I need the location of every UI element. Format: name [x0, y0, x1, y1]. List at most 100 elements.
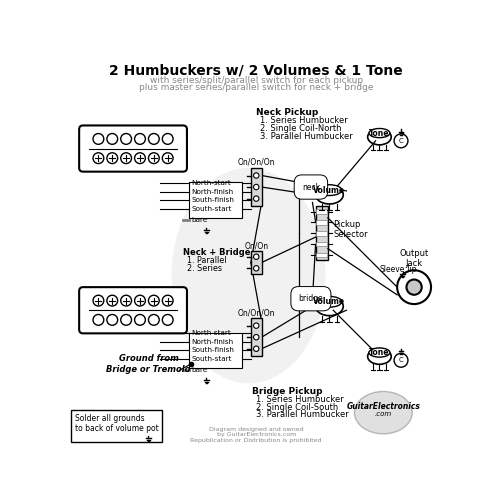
Text: bare: bare	[192, 368, 208, 374]
Circle shape	[120, 134, 132, 144]
Text: by GuitarElectronics.com: by GuitarElectronics.com	[216, 432, 296, 438]
Circle shape	[148, 153, 159, 164]
Circle shape	[254, 346, 259, 352]
Text: Neck + Bridge: Neck + Bridge	[183, 248, 250, 257]
Text: On/On: On/On	[244, 242, 268, 251]
Text: with series/split/parallel switch for each pickup: with series/split/parallel switch for ea…	[150, 76, 363, 84]
FancyBboxPatch shape	[79, 287, 187, 334]
Circle shape	[120, 153, 132, 164]
Circle shape	[134, 314, 145, 326]
Circle shape	[162, 153, 173, 164]
Text: South-start: South-start	[192, 356, 232, 362]
Text: 2. Single Coil-South: 2. Single Coil-South	[256, 403, 338, 412]
Text: 1. Series Humbucker: 1. Series Humbucker	[260, 116, 348, 126]
Circle shape	[254, 184, 259, 190]
Text: North-start: North-start	[192, 180, 232, 186]
Circle shape	[148, 295, 159, 306]
Bar	[72, 410, 162, 442]
Circle shape	[107, 153, 118, 164]
Bar	[251, 251, 262, 274]
Text: 1. Parallel: 1. Parallel	[187, 256, 226, 266]
Circle shape	[134, 134, 145, 144]
Bar	[316, 231, 327, 235]
Ellipse shape	[317, 184, 342, 196]
Ellipse shape	[316, 297, 344, 316]
Circle shape	[107, 295, 118, 306]
Text: C: C	[398, 358, 404, 364]
Text: .com: .com	[374, 411, 392, 417]
Text: bare: bare	[192, 217, 208, 223]
Bar	[316, 206, 328, 260]
Text: 2. Series: 2. Series	[187, 264, 222, 273]
Circle shape	[120, 314, 132, 326]
Text: C: C	[398, 138, 404, 144]
Bar	[316, 210, 327, 214]
Circle shape	[254, 196, 259, 202]
Ellipse shape	[316, 186, 344, 204]
Ellipse shape	[317, 296, 342, 307]
Circle shape	[148, 134, 159, 144]
Text: GuitarElectronics: GuitarElectronics	[346, 402, 420, 411]
Circle shape	[162, 295, 173, 306]
Circle shape	[254, 266, 259, 271]
Text: Tone: Tone	[369, 128, 390, 138]
Text: Bridge Pickup: Bridge Pickup	[252, 386, 323, 396]
Text: Tip: Tip	[406, 265, 418, 274]
Text: Diagram designed and owned: Diagram designed and owned	[209, 427, 304, 432]
Circle shape	[93, 153, 104, 164]
Text: Republication or Distribution is prohibited: Republication or Distribution is prohibi…	[190, 438, 322, 443]
Circle shape	[254, 254, 259, 260]
Ellipse shape	[369, 128, 390, 138]
Text: Tone: Tone	[369, 348, 390, 357]
Text: Volume: Volume	[314, 186, 346, 194]
Bar	[316, 242, 327, 246]
Text: bridge: bridge	[298, 294, 324, 303]
Text: plus master series/parallel switch for neck + bridge: plus master series/parallel switch for n…	[139, 83, 374, 92]
Bar	[251, 168, 262, 206]
Circle shape	[107, 134, 118, 144]
Ellipse shape	[172, 168, 326, 384]
Text: Pickup
Selector: Pickup Selector	[333, 220, 368, 239]
Bar	[251, 318, 262, 356]
Circle shape	[162, 134, 173, 144]
Circle shape	[254, 334, 259, 340]
Circle shape	[134, 153, 145, 164]
Text: On/On/On: On/On/On	[238, 158, 275, 167]
Text: South-start: South-start	[192, 206, 232, 212]
Circle shape	[107, 314, 118, 326]
Bar	[190, 332, 242, 368]
Circle shape	[394, 134, 408, 148]
Text: Ground from
Bridge or Tremolo: Ground from Bridge or Tremolo	[106, 354, 190, 374]
Text: Solder all grounds
to back of volume pot: Solder all grounds to back of volume pot	[76, 414, 159, 433]
Text: 2 Humbuckers w/ 2 Volumes & 1 Tone: 2 Humbuckers w/ 2 Volumes & 1 Tone	[110, 63, 403, 77]
Text: On/On/On: On/On/On	[238, 308, 275, 317]
Circle shape	[93, 134, 104, 144]
Text: North-finish: North-finish	[192, 339, 234, 345]
Ellipse shape	[368, 129, 391, 145]
Text: 3. Parallel Humbucker: 3. Parallel Humbucker	[256, 410, 349, 420]
Circle shape	[254, 173, 259, 178]
Text: 1. Series Humbucker: 1. Series Humbucker	[256, 395, 344, 404]
Text: 3. Parallel Humbucker: 3. Parallel Humbucker	[260, 132, 353, 140]
Circle shape	[162, 314, 173, 326]
Text: North-finish: North-finish	[192, 188, 234, 194]
Text: South-finish: South-finish	[192, 348, 234, 354]
Text: North-start: North-start	[192, 330, 232, 336]
Circle shape	[148, 314, 159, 326]
Bar	[316, 220, 327, 225]
Circle shape	[134, 295, 145, 306]
Text: Output
Jack: Output Jack	[400, 249, 428, 268]
Ellipse shape	[354, 392, 412, 434]
Circle shape	[93, 314, 104, 326]
Circle shape	[406, 280, 422, 295]
Ellipse shape	[368, 348, 391, 364]
Bar	[190, 182, 242, 218]
Text: South-finish: South-finish	[192, 197, 234, 203]
FancyBboxPatch shape	[79, 126, 187, 172]
Text: 2. Single Coil-North: 2. Single Coil-North	[260, 124, 342, 133]
Circle shape	[93, 295, 104, 306]
Text: Volume: Volume	[314, 298, 346, 306]
Text: neck: neck	[302, 182, 320, 192]
Ellipse shape	[369, 348, 390, 357]
Text: Neck Pickup: Neck Pickup	[256, 108, 318, 117]
